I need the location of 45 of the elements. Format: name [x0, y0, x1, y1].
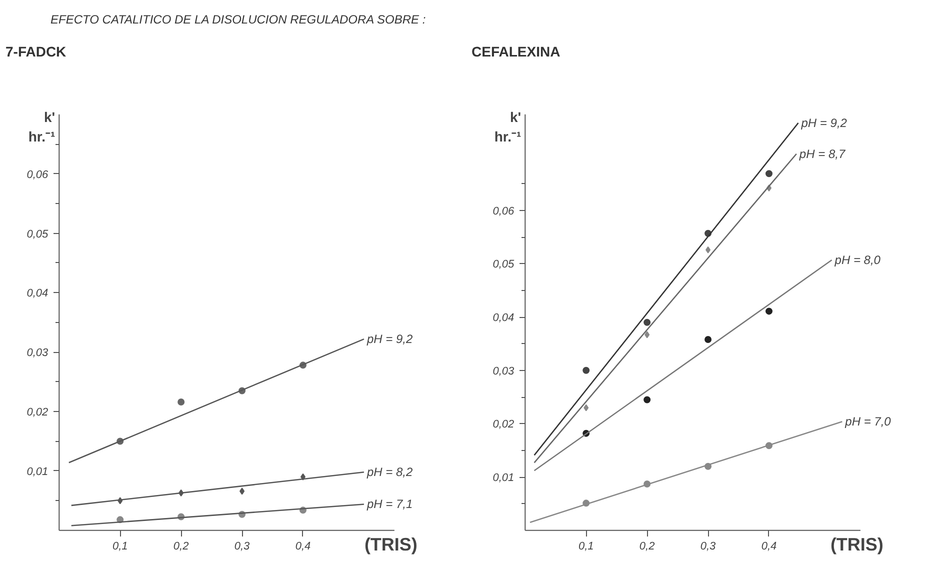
y-tick-label: 0,04: [26, 288, 48, 300]
y-tick-label: 0,01: [26, 466, 48, 478]
point: [704, 336, 712, 343]
point: [644, 318, 651, 326]
x-axis-title: (TRIS): [830, 534, 884, 554]
point: [240, 488, 245, 495]
series-label: pH = 9,2: [366, 332, 413, 346]
x-tick-label: 0,2: [639, 540, 655, 552]
chart-subtitle: 7-FADCK: [6, 44, 66, 60]
y-tick-label: 0,05: [492, 258, 516, 271]
x-tick-label: 0,1: [112, 540, 128, 552]
y-tick-label: 0,06: [26, 168, 50, 181]
point: [765, 170, 772, 178]
point: [644, 396, 651, 404]
x-axis-title: (TRIS): [364, 534, 418, 554]
y-axis-title: k' hr.⁻¹: [28, 109, 56, 144]
point: [706, 246, 711, 254]
y-tick-label: 0,03: [492, 365, 516, 378]
x-tick-label: 0,2: [173, 540, 189, 552]
y-tick-label: 0,06: [492, 205, 516, 218]
x-tick-label: 0,1: [578, 540, 594, 552]
point: [765, 308, 772, 315]
x-tick-label: 0,4: [295, 540, 311, 552]
series-label: pH = 8,0: [834, 253, 881, 268]
y-tick-label: 0,04: [492, 312, 514, 324]
series-label: pH = 7,1: [366, 497, 413, 512]
series-label: pH = 9,2: [800, 116, 848, 130]
x-tick-label: 0,3: [234, 540, 251, 552]
series-label: pH = 8,2: [366, 465, 413, 480]
chart-title: EFECTO CATALITICO DE LA DISOLUCION REGULADORA SOBRE :: [50, 12, 426, 26]
x-tick-label: 0,3: [700, 540, 717, 552]
y-tick-label: 0,02: [26, 406, 48, 419]
y-tick-label: 0,05: [26, 228, 50, 240]
y-axis-title: k' hr.⁻¹: [494, 109, 522, 144]
series-label: pH = 8,7: [798, 146, 846, 161]
point: [178, 398, 185, 406]
point: [584, 404, 589, 412]
series-label: pH = 7,0: [844, 414, 892, 429]
point: [644, 331, 650, 338]
chart-title: CEFALEXINA: [472, 44, 560, 60]
point: [582, 366, 590, 374]
x-tick-label: 0,4: [761, 540, 777, 552]
y-tick-label: 0,02: [492, 418, 514, 431]
y-tick-label: 0,03: [26, 347, 50, 360]
y-tick-label: 0,01: [492, 472, 514, 484]
